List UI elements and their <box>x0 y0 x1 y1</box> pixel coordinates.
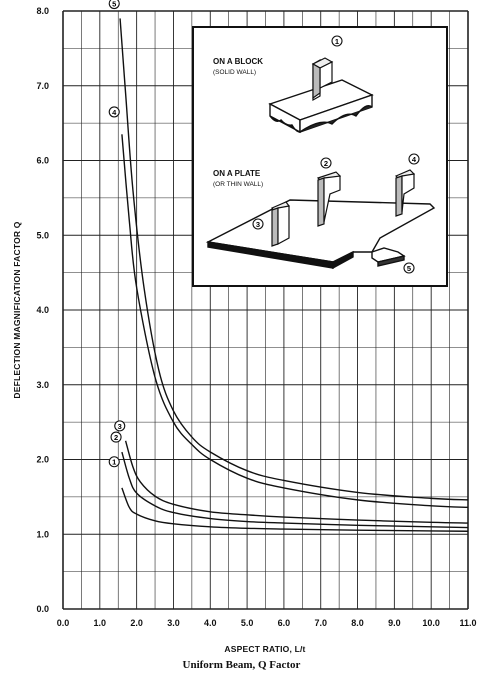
inset-markers: 1 2 3 4 5 <box>252 35 420 274</box>
y-tick-label: 0.0 <box>36 604 49 614</box>
y-tick-label: 7.0 <box>36 81 49 91</box>
svg-text:3: 3 <box>256 220 260 229</box>
plate-tab-2 <box>316 171 342 227</box>
curve-label-3: 3 <box>114 420 126 432</box>
plate-title: ON A PLATE <box>213 169 261 178</box>
svg-text:5: 5 <box>407 264 411 273</box>
inset-marker-3: 3 <box>252 218 264 230</box>
curve-label-2: 2 <box>110 431 122 443</box>
x-axis-title: ASPECT RATIO, L/t <box>224 644 305 654</box>
x-tick-label: 3.0 <box>167 618 180 628</box>
inset-illustration: ON A BLOCK (SOLID WALL) ON A PLATE (OR T… <box>192 26 448 287</box>
y-tick-label: 2.0 <box>36 455 49 465</box>
y-tick-label: 5.0 <box>36 230 49 240</box>
curve-label-1: 1 <box>108 456 120 468</box>
svg-text:2: 2 <box>114 433 118 442</box>
plate-tab-4 <box>394 169 416 217</box>
curve-3 <box>124 440 469 524</box>
y-tick-label: 8.0 <box>36 6 49 16</box>
x-tick-label: 2.0 <box>130 618 143 628</box>
inset-marker-4: 4 <box>408 153 420 165</box>
block-tab-drawing <box>311 57 334 102</box>
inset-marker-5: 5 <box>403 262 415 274</box>
y-tick-label: 1.0 <box>36 529 49 539</box>
x-tick-label: 4.0 <box>204 618 217 628</box>
svg-text:1: 1 <box>335 37 339 46</box>
y-axis-title: DEFLECTION MAGNIFICATION FACTOR Q <box>12 221 22 398</box>
thin-plate-drawing <box>205 199 436 270</box>
block-subtitle: (SOLID WALL) <box>213 69 256 76</box>
svg-text:5: 5 <box>112 0 116 9</box>
x-tick-label: 1.0 <box>94 618 107 628</box>
curve-label-4: 4 <box>108 106 120 118</box>
x-tick-label: 0.0 <box>57 618 70 628</box>
plate-subtitle: (OR THIN WALL) <box>213 181 263 188</box>
curve-5 <box>119 18 469 501</box>
x-tick-label: 7.0 <box>314 618 327 628</box>
x-tick-label: 11.0 <box>459 618 476 628</box>
chart-caption: Uniform Beam, Q Factor <box>182 659 301 671</box>
curve-label-5: 5 <box>108 0 120 10</box>
svg-text:4: 4 <box>112 108 117 117</box>
y-tick-label: 3.0 <box>36 380 49 390</box>
inset-marker-1: 1 <box>331 35 343 47</box>
curves <box>119 18 469 532</box>
inset-marker-2: 2 <box>320 157 332 169</box>
svg-text:3: 3 <box>118 422 122 431</box>
x-tick-label: 9.0 <box>388 618 401 628</box>
svg-text:4: 4 <box>412 155 417 164</box>
curve-1 <box>121 487 469 532</box>
svg-text:2: 2 <box>324 159 328 168</box>
x-tick-label: 8.0 <box>351 618 364 628</box>
curve-2 <box>121 451 469 529</box>
block-title: ON A BLOCK <box>213 57 263 66</box>
curve-4 <box>121 134 469 509</box>
x-tick-label: 10.0 <box>422 618 440 628</box>
tick-labels: 0.0 1.0 2.0 3.0 4.0 5.0 6.0 7.0 8.0 9.0 10.0 11.00.… <box>36 6 476 628</box>
plate-tab-3 <box>271 201 290 247</box>
x-tick-label: 5.0 <box>241 618 254 628</box>
y-tick-label: 6.0 <box>36 156 49 166</box>
y-tick-label: 4.0 <box>36 305 49 315</box>
svg-text:1: 1 <box>112 458 116 467</box>
x-tick-label: 6.0 <box>278 618 291 628</box>
